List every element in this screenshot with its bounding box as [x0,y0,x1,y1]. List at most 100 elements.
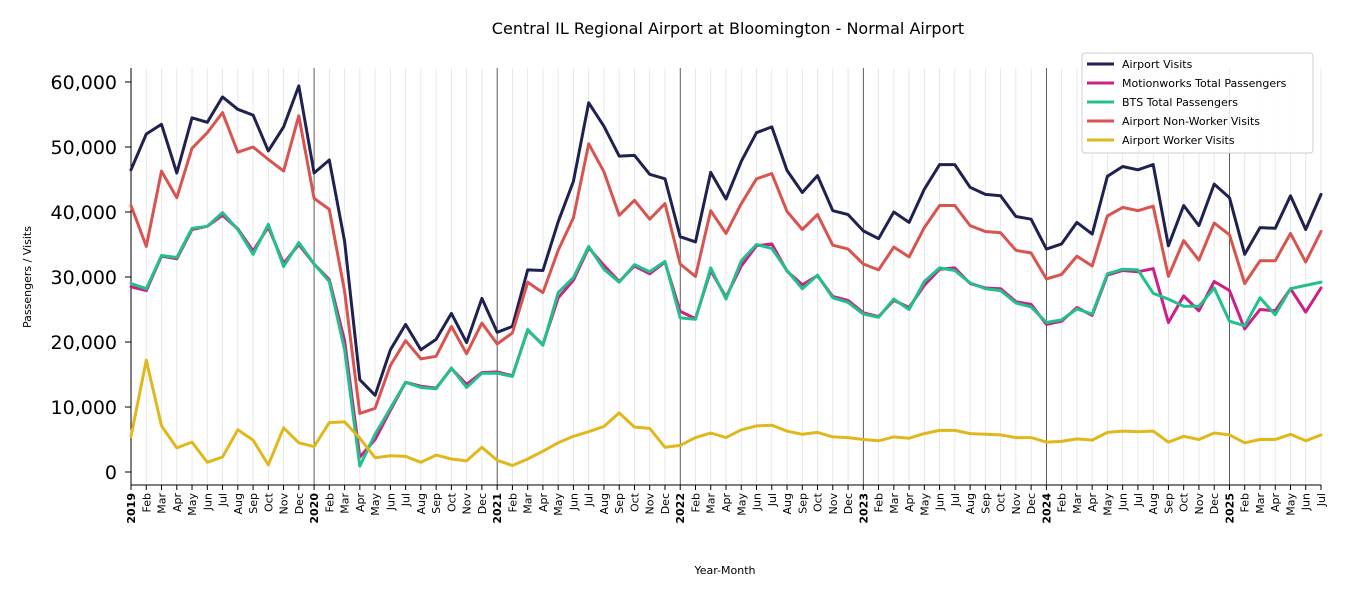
x-tick-label: Jun [1300,493,1313,511]
x-tick-label: Sep [430,493,443,514]
x-tick-label: Nov [827,493,840,515]
x-tick-label: Dec [1025,493,1038,514]
x-tick-label: Dec [659,493,672,514]
x-tick-label: Nov [1010,493,1023,515]
x-axis-label: Year-Month [693,564,755,577]
x-tick-label: 2024 [1040,493,1053,524]
x-tick-label: Jul [583,493,596,507]
x-tick-label: Sep [979,493,992,514]
x-tick-label: May [369,493,382,516]
x-tick-label: Mar [156,493,169,514]
x-tick-label: Sep [796,493,809,514]
x-tick-label: Nov [644,493,657,515]
x-tick-label: May [1284,493,1297,516]
x-tick-label: Apr [537,493,550,513]
x-tick-label: Mar [339,493,352,514]
x-tick-label: Jul [949,493,962,507]
x-tick-label: 2019 [125,493,138,524]
x-tick-label: May [918,493,931,516]
x-tick-label: 2025 [1223,493,1236,524]
x-tick-label: Oct [812,492,825,512]
x-tick-label: Nov [278,493,291,515]
x-tick-label: May [1101,493,1114,516]
x-tick-label: May [735,493,748,516]
x-tick-label: Sep [613,493,626,514]
x-tick-label: Sep [247,493,260,514]
x-tick-label: Jul [217,493,230,507]
x-tick-label: Jun [751,493,764,511]
x-tick-label: 2020 [308,493,321,524]
x-tick-label: Jul [1315,493,1328,507]
x-tick-label: Mar [1254,493,1267,514]
x-tick-label: 2021 [491,493,504,524]
x-tick-label: Aug [598,493,611,514]
x-tick-label: Dec [476,493,489,514]
x-tick-label: Mar [888,493,901,514]
y-tick-label: 20,000 [51,332,117,354]
x-tick-label: Apr [720,493,733,513]
x-tick-label: Apr [354,493,367,513]
y-tick-label: 50,000 [51,137,117,159]
x-tick-label: Oct [1178,492,1191,512]
x-tick-label: Apr [1269,493,1282,513]
x-tick-label: Jun [384,493,397,511]
x-tick-label: Sep [1162,493,1175,514]
x-tick-label: Aug [964,493,977,514]
y-tick-label: 60,000 [51,72,117,94]
x-tick-label: Feb [140,493,153,512]
x-tick-label: Mar [1071,493,1084,514]
x-tick-label: Jul [766,493,779,507]
x-tick-label: Feb [689,493,702,512]
x-tick-label: Jun [934,493,947,511]
x-tick-label: Apr [1086,493,1099,513]
x-tick-label: Oct [628,492,641,512]
x-tick-label: Dec [842,493,855,514]
legend-label: BTS Total Passengers [1122,96,1238,109]
y-axis-label: Passengers / Visits [21,226,34,328]
x-tick-label: 2023 [857,493,870,524]
x-tick-label: Dec [293,493,306,514]
x-tick-label: Mar [522,493,535,514]
y-axis: 0 10,000 20,000 30,000 40,000 50,000 60,000 [51,68,132,485]
series-lines [129,84,1323,468]
x-tick-label: Aug [781,493,794,514]
legend-label: Airport Worker Visits [1122,134,1235,147]
x-tick-label: Feb [323,493,336,512]
series-line-airport-non-worker-visits [129,111,1323,415]
y-tick-label: 40,000 [51,202,117,224]
y-tick-label: 10,000 [51,397,117,419]
legend-box [1081,52,1314,154]
series-line-airport-visits [129,84,1323,397]
x-tick-label: Feb [1239,493,1252,512]
legend-label: Airport Visits [1122,58,1193,71]
x-tick-label: Nov [461,493,474,515]
legend: Airport Visits Motionworks Total Passenge… [1081,52,1314,154]
x-tick-label: Jun [201,493,214,511]
x-tick-label: Aug [415,493,428,514]
y-tick-label: 0 [105,462,117,484]
series-line-bts-total-passengers [129,211,1323,468]
x-tick-label: Oct [995,492,1008,512]
x-tick-label: Jul [400,493,413,507]
x-tick-label: Jul [1132,493,1145,507]
gridlines [130,68,1322,485]
x-tick-label: Nov [1193,493,1206,515]
x-tick-label: May [552,493,565,516]
x-tick-label: Mar [705,493,718,514]
x-tick-label: Aug [232,493,245,514]
chart-title: Central IL Regional Airport at Bloomingt… [492,19,964,38]
x-tick-label: Jun [567,493,580,511]
x-tick-label: 2022 [674,493,687,524]
x-tick-label: Dec [1208,493,1221,514]
x-axis: 2019 Feb Mar Apr May Jun Jul Aug Sep Oct Nov Dec 202… [125,484,1328,524]
x-tick-label: Jun [1117,493,1130,511]
legend-label: Motionworks Total Passengers [1122,77,1287,90]
x-tick-label: Aug [1147,493,1160,514]
y-tick-label: 30,000 [51,267,117,289]
series-line-airport-worker-visits [129,358,1323,467]
x-tick-label: Oct [445,492,458,512]
x-tick-label: Feb [873,493,886,512]
x-tick-label: Apr [903,493,916,513]
x-tick-label: Feb [506,493,519,512]
